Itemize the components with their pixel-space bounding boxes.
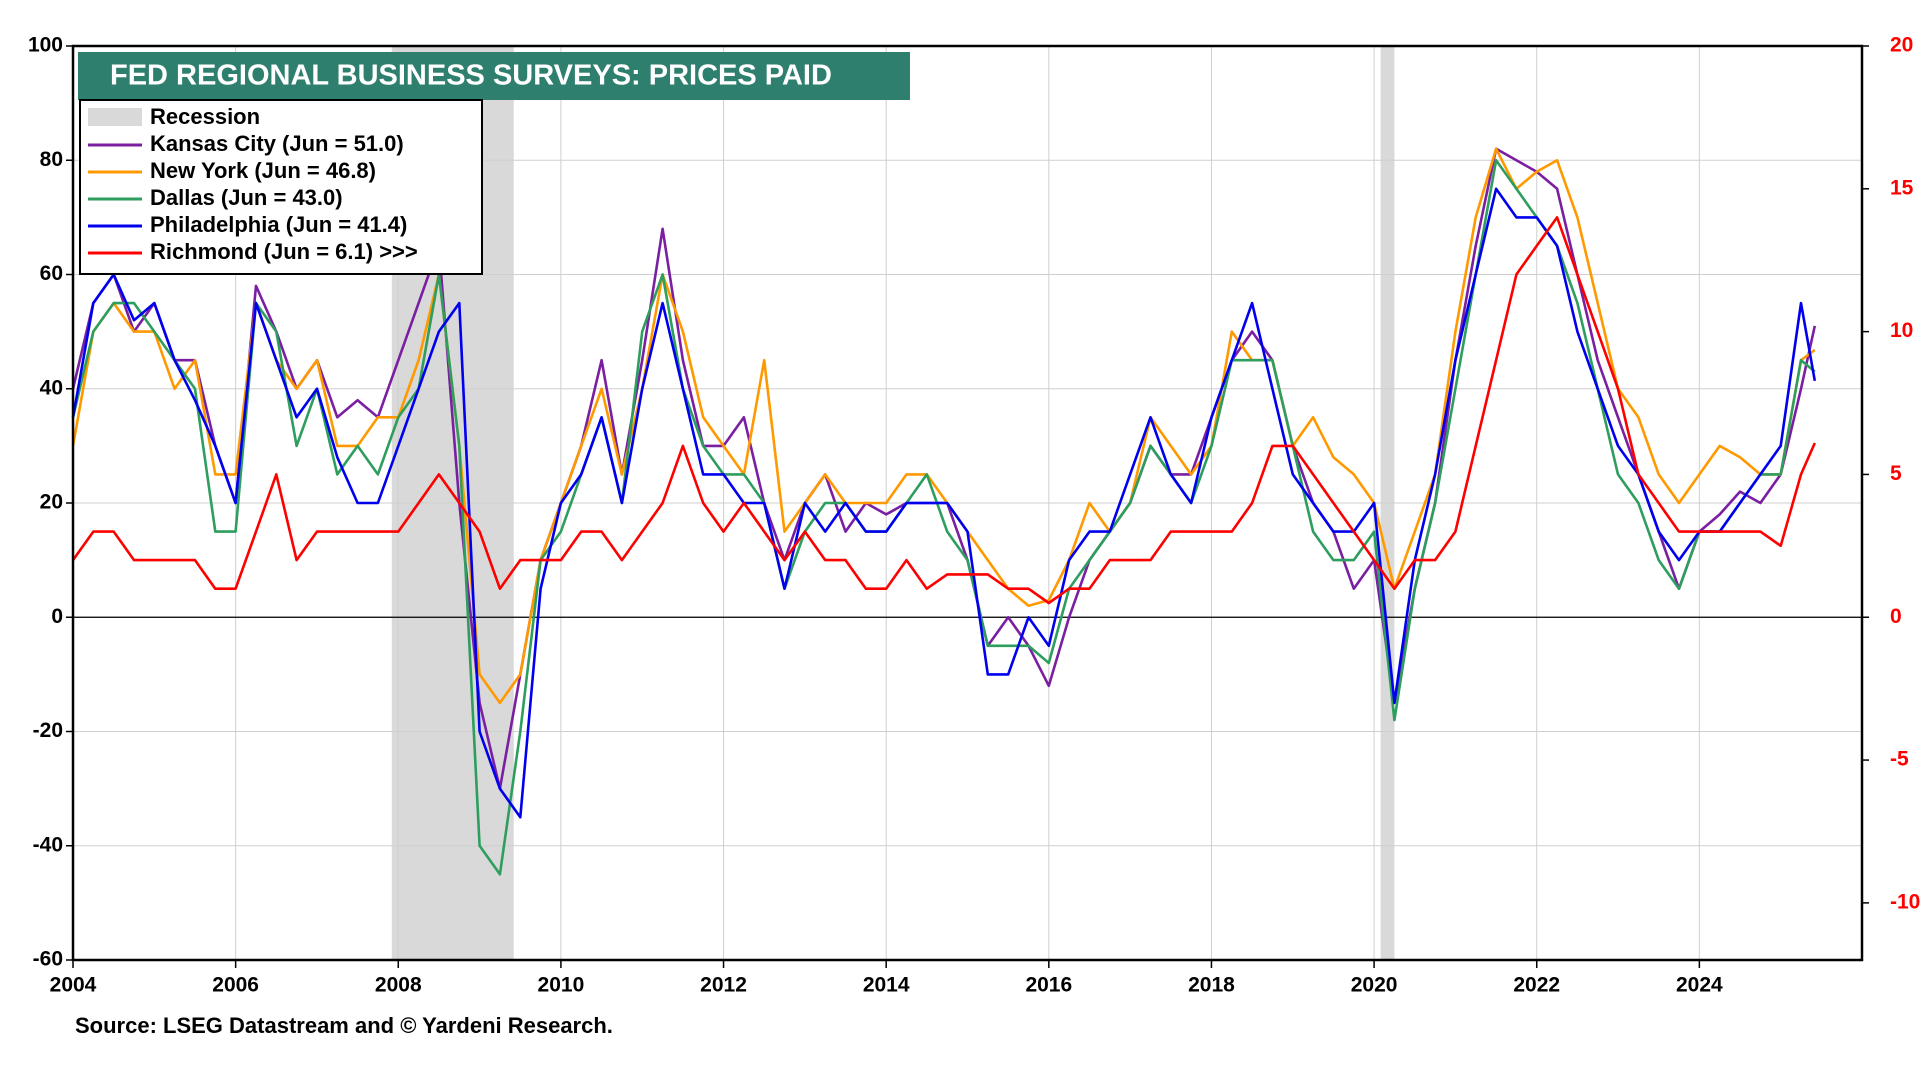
y2-tick-label: 10 xyxy=(1890,319,1913,342)
x-tick-label: 2012 xyxy=(700,974,747,997)
y-tick-label: 40 xyxy=(40,376,63,399)
x-tick-label: 2020 xyxy=(1351,974,1398,997)
y-tick-label: 80 xyxy=(40,148,63,171)
y-tick-label: -40 xyxy=(33,833,63,856)
y2-tick-label: 0 xyxy=(1890,605,1902,628)
y2-tick-label: 5 xyxy=(1890,462,1902,485)
legend-box xyxy=(79,99,483,275)
x-tick-label: 2008 xyxy=(375,974,422,997)
y2-tick-label: -10 xyxy=(1890,890,1920,913)
x-tick-label: 2014 xyxy=(863,974,910,997)
x-tick-label: 2022 xyxy=(1513,974,1560,997)
legend-label: Philadelphia (Jun = 41.4) xyxy=(150,212,407,237)
y2-tick-label: 20 xyxy=(1890,34,1913,57)
legend-label: Recession xyxy=(150,104,260,129)
source-note: Source: LSEG Datastream and © Yardeni Re… xyxy=(75,1013,613,1038)
y-tick-label: 100 xyxy=(28,34,63,57)
series-line xyxy=(71,187,1817,819)
legend-label: New York (Jun = 46.8) xyxy=(150,158,376,183)
y-tick-label: -60 xyxy=(33,948,63,971)
chart-title: FED REGIONAL BUSINESS SURVEYS: PRICES PA… xyxy=(110,60,832,92)
y-tick-label: 60 xyxy=(40,262,63,285)
x-tick-label: 2024 xyxy=(1676,974,1723,997)
legend-label: Richmond (Jun = 6.1) >>> xyxy=(150,239,418,264)
y2-tick-label: 15 xyxy=(1890,176,1914,199)
x-tick-label: 2018 xyxy=(1188,974,1235,997)
title-box xyxy=(78,52,910,100)
series-line xyxy=(71,159,1816,876)
x-tick-label: 2016 xyxy=(1025,974,1072,997)
series-line xyxy=(71,216,1816,605)
y-tick-label: -20 xyxy=(33,719,63,742)
plot-frame xyxy=(71,44,1864,962)
x-tick-label: 2006 xyxy=(212,974,259,997)
x-tick-label: 2010 xyxy=(538,974,585,997)
y-tick-label: 0 xyxy=(51,605,63,628)
legend-label: Kansas City (Jun = 51.0) xyxy=(150,131,404,156)
legend-label: Dallas (Jun = 43.0) xyxy=(150,185,343,210)
y-tick-label: 20 xyxy=(40,491,63,514)
x-tick-label: 2004 xyxy=(50,974,97,997)
y2-tick-label: -5 xyxy=(1890,748,1909,771)
legend-swatch xyxy=(88,108,142,126)
